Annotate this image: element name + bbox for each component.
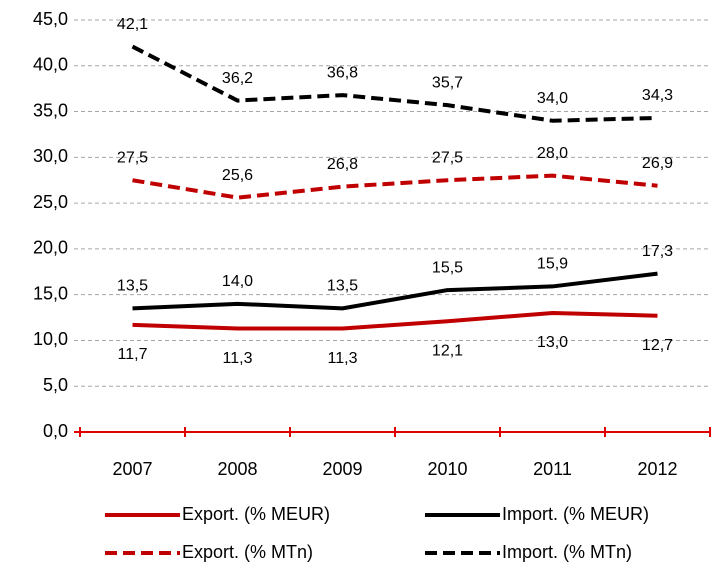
series-line xyxy=(132,310,658,331)
data-label: 36,2 xyxy=(222,70,253,87)
series-line xyxy=(131,44,658,123)
y-tick-label: 5,0 xyxy=(43,375,68,395)
data-label: 12,7 xyxy=(642,337,673,354)
x-tick-label: 2008 xyxy=(217,459,257,479)
data-label: 34,3 xyxy=(642,87,673,104)
data-label: 13,5 xyxy=(327,278,358,295)
data-label: 14,0 xyxy=(222,273,253,290)
legend-label: Export. (% MEUR) xyxy=(182,504,330,524)
data-label: 28,0 xyxy=(537,145,568,162)
y-tick-label: 25,0 xyxy=(33,192,68,212)
x-tick-label: 2010 xyxy=(427,459,467,479)
legend-label: Import. (% MTn) xyxy=(502,542,632,562)
data-label: 42,1 xyxy=(117,16,148,33)
data-label: 26,8 xyxy=(327,156,358,173)
data-label: 15,5 xyxy=(432,259,463,276)
legend-label: Import. (% MEUR) xyxy=(502,504,649,524)
data-label: 34,0 xyxy=(537,90,568,107)
y-tick-label: 30,0 xyxy=(33,146,68,166)
y-tick-label: 35,0 xyxy=(33,100,68,120)
data-label: 13,0 xyxy=(537,334,568,351)
data-label: 27,5 xyxy=(117,149,148,166)
x-tick-label: 2012 xyxy=(637,459,677,479)
data-label: 27,5 xyxy=(432,149,463,166)
data-label: 11,3 xyxy=(223,350,253,367)
x-tick-label: 2009 xyxy=(322,459,362,479)
x-tick-label: 2007 xyxy=(112,459,152,479)
data-label: 17,3 xyxy=(642,243,673,260)
y-tick-label: 20,0 xyxy=(33,238,68,258)
data-label: 26,9 xyxy=(642,155,673,172)
legend-label: Export. (% MTn) xyxy=(182,542,313,562)
data-label: 15,9 xyxy=(537,256,568,273)
y-tick-label: 45,0 xyxy=(33,9,68,29)
data-label: 11,7 xyxy=(118,346,148,363)
y-tick-label: 0,0 xyxy=(43,421,68,441)
y-tick-label: 15,0 xyxy=(33,283,68,303)
series-line xyxy=(132,271,658,311)
data-label: 35,7 xyxy=(432,74,463,91)
data-label: 13,5 xyxy=(117,278,148,295)
x-tick-label: 2011 xyxy=(533,459,572,479)
data-label: 11,3 xyxy=(328,350,358,367)
data-label: 36,8 xyxy=(327,64,358,81)
y-tick-label: 10,0 xyxy=(33,329,68,349)
data-label: 12,1 xyxy=(432,342,463,359)
data-label: 25,6 xyxy=(222,167,253,184)
y-tick-label: 40,0 xyxy=(33,55,68,75)
series-line xyxy=(132,173,658,200)
